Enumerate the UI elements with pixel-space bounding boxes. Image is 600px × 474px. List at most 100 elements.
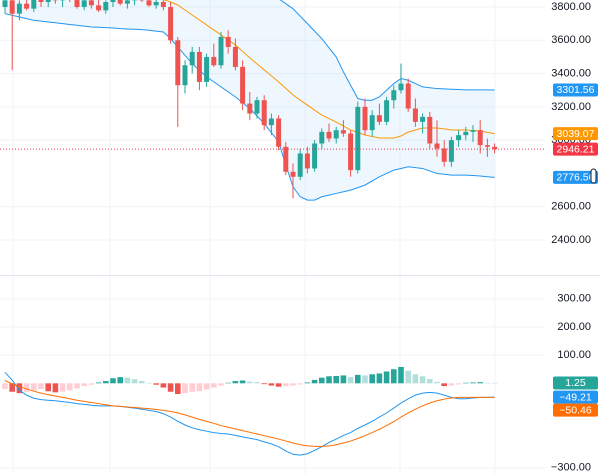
candle-body [124, 0, 130, 4]
histogram-bar [211, 383, 217, 388]
histogram-bar [196, 383, 203, 392]
candle-body [326, 131, 332, 139]
histogram-bar [95, 382, 102, 384]
y-tick-label: 200.00 [557, 321, 591, 333]
candle-body [31, 0, 37, 9]
histogram-bar [52, 383, 59, 393]
band-line [163, 0, 495, 139]
price-badge [553, 403, 598, 417]
candle-body [117, 0, 123, 4]
histogram-bar [160, 383, 167, 388]
candle-body [283, 146, 289, 172]
candle-body [182, 65, 188, 86]
candle-body [247, 103, 253, 114]
y-tick-label: 3200.00 [551, 101, 591, 113]
histogram-bar [434, 381, 440, 384]
price-badge [553, 142, 598, 156]
histogram-bar [340, 375, 347, 384]
histogram-bar [153, 383, 159, 385]
histogram-bar [175, 383, 181, 395]
histogram-bar [131, 379, 138, 384]
histogram-bar [218, 383, 224, 386]
candle-body [45, 0, 51, 2]
histogram-bar [189, 383, 195, 392]
candle-body [340, 130, 346, 134]
histogram-bar [268, 383, 275, 386]
candle-body [175, 40, 181, 86]
histogram-bar [275, 383, 282, 387]
histogram-bar [110, 378, 116, 384]
histogram-bar [232, 381, 239, 384]
candle-body [240, 66, 246, 104]
histogram-bar [261, 383, 267, 385]
histogram-bar [463, 382, 469, 384]
histogram-bar [383, 371, 390, 384]
histogram-bar [484, 382, 491, 384]
candle-body [492, 146, 498, 150]
cursor-handle [590, 168, 597, 184]
histogram-bar [319, 377, 325, 384]
histogram-bar [203, 383, 210, 390]
histogram-bar [376, 373, 383, 384]
histogram-bar [103, 381, 109, 384]
band-line [279, 0, 495, 101]
plot-area [2, 0, 498, 201]
candle-body [110, 0, 116, 2]
histogram-bar [455, 383, 462, 385]
y-tick-label: 300.00 [557, 293, 591, 305]
histogram-bar [59, 383, 66, 392]
candle-body [204, 56, 210, 82]
histogram-bar [254, 382, 260, 384]
histogram-bar [283, 383, 289, 387]
candle-body [290, 171, 296, 177]
histogram-bar [326, 376, 332, 384]
macd-line [4, 380, 495, 447]
candle-body [405, 83, 411, 109]
candle-body [261, 100, 267, 126]
macd-line [4, 371, 495, 456]
histogram-bar [45, 383, 51, 392]
candle-body [168, 6, 174, 41]
histogram-bar [167, 383, 174, 392]
plot-area [2, 366, 498, 456]
histogram-bar [139, 381, 145, 384]
y-tick-label: 3600.00 [551, 34, 591, 46]
histogram-bar [311, 379, 318, 384]
candle-body [160, 1, 166, 7]
candle-body [24, 3, 30, 9]
candle-body [427, 116, 433, 144]
histogram-bar [441, 383, 447, 387]
histogram-bar [448, 383, 455, 386]
price-badge-label: 1.25 [565, 377, 586, 389]
histogram-bar [74, 383, 80, 389]
price-badge-label: −49.21 [559, 391, 592, 403]
candle-body [153, 1, 159, 6]
candle-body [348, 133, 354, 171]
y-tick-label: 2600.00 [551, 201, 591, 213]
candle-body [384, 100, 390, 122]
histogram-bar [290, 383, 296, 386]
price-badge-label: 3301.56 [557, 84, 595, 96]
price-badge [553, 376, 598, 390]
candle-body [146, 0, 152, 6]
candle-body [218, 36, 224, 66]
candle-body [484, 145, 490, 147]
y-tick-label: 3400.00 [551, 67, 591, 79]
candle-body [225, 36, 231, 47]
candle-body [38, 0, 44, 2]
candle-body [420, 116, 426, 122]
histogram-bar [67, 383, 73, 391]
y-tick-label: −300.00 [551, 462, 591, 474]
y-tick-label: 3800.00 [551, 1, 591, 13]
y-tick-label: 100.00 [557, 349, 591, 361]
price-badge-label: 2776.56 [557, 172, 595, 184]
candle-body [477, 130, 483, 146]
histogram-bar [31, 383, 37, 391]
histogram-bar [427, 379, 433, 384]
histogram-bar [2, 383, 8, 389]
candle-body [319, 131, 325, 144]
histogram-bar [477, 382, 483, 384]
histogram-bar [491, 382, 498, 384]
candle-body [16, 3, 22, 14]
